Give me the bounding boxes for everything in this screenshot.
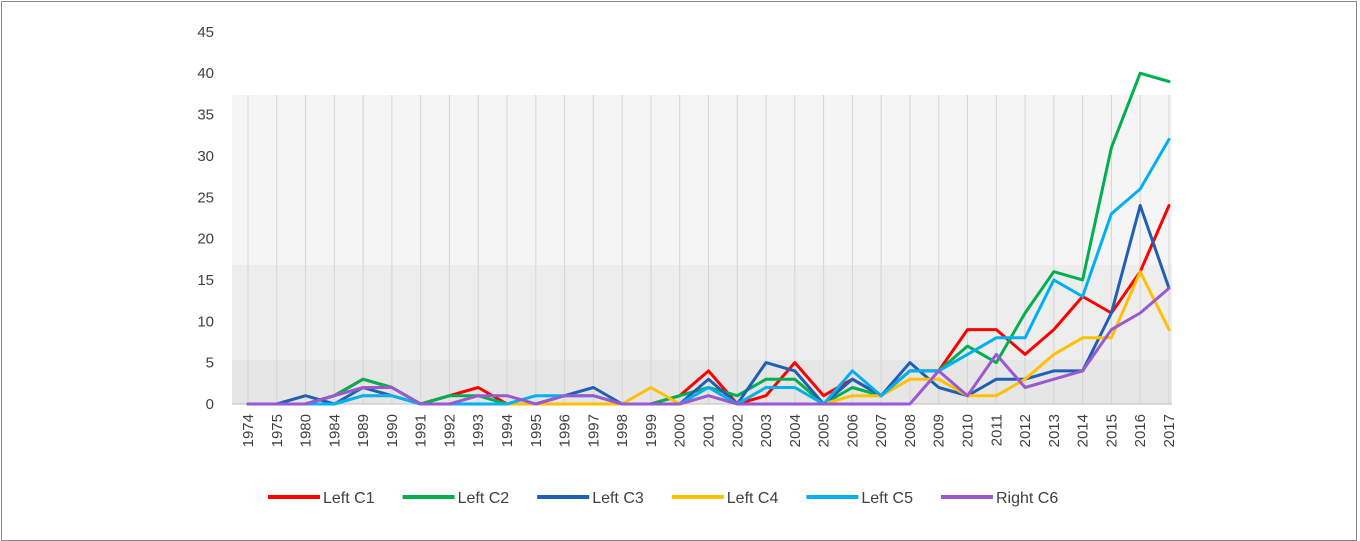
x-tick-label: 1998 [614, 414, 631, 447]
x-tick-label: 2015 [1103, 414, 1120, 447]
x-tick-label: 1991 [413, 414, 430, 447]
x-tick-label: 2004 [787, 414, 804, 447]
legend-label: Left C1 [323, 490, 375, 507]
x-tick-label: 2009 [931, 414, 948, 447]
x-tick-label: 2013 [1046, 414, 1063, 447]
series-line-left-c5 [246, 137, 1171, 406]
x-tick-label: 1980 [298, 414, 315, 447]
y-tick-label: 5 [206, 355, 214, 372]
x-tick-label: 2008 [902, 414, 919, 447]
x-tick-label: 2006 [844, 414, 861, 447]
legend-label: Left C2 [458, 490, 510, 507]
y-tick-label: 15 [197, 272, 214, 289]
x-tick-label: 1990 [384, 414, 401, 447]
line-chart: 0 5 10 15 20 25 30 35 40 45 1974 1975 1980 1984 1989 19… [197, 24, 1178, 507]
series-lines [246, 71, 1171, 406]
x-tick-label: 2012 [1017, 414, 1034, 447]
x-tick-label: 1994 [499, 414, 516, 447]
y-tick-label: 20 [197, 231, 214, 248]
x-tick-label: 2000 [672, 414, 689, 447]
x-tick-label: 2016 [1132, 414, 1149, 447]
x-tick-label: 1995 [528, 414, 545, 447]
x-tick-label: 1989 [355, 414, 372, 447]
legend-label: Left C5 [861, 490, 913, 507]
plot-band [232, 95, 1172, 265]
x-tick-label: 1996 [557, 414, 574, 447]
legend-label: Left C4 [727, 490, 779, 507]
x-tick-label: 2002 [729, 414, 746, 447]
x-tick-label: 2003 [758, 414, 775, 447]
x-tick-label: 1997 [585, 414, 602, 447]
y-tick-label: 30 [197, 148, 214, 165]
y-tick-label: 40 [197, 65, 214, 82]
plot-background [232, 95, 1172, 404]
x-tick-label: 1984 [326, 414, 343, 447]
y-tick-label: 0 [206, 396, 214, 413]
tick-labels: 0 5 10 15 20 25 30 35 40 45 1974 1975 1980 1984 1989 19… [197, 24, 1178, 448]
legend: Left C1 Left C2 Left C3 Left C4 Left C5 Right… [268, 490, 1058, 507]
x-tick-label: 1999 [643, 414, 660, 447]
x-tick-label: 1975 [269, 414, 286, 447]
y-tick-label: 25 [197, 189, 214, 206]
x-tick-label: 1992 [441, 414, 458, 447]
vertical-gridlines [247, 95, 1170, 404]
x-tick-label: 2001 [700, 414, 717, 447]
x-tick-label: 2011 [988, 414, 1005, 446]
y-tick-label: 10 [197, 313, 214, 330]
x-tick-label: 2007 [873, 414, 890, 447]
y-tick-label: 45 [197, 24, 214, 41]
legend-label: Right C6 [996, 490, 1058, 507]
x-tick-label: 2005 [816, 414, 833, 447]
series-line-right-c6 [246, 286, 1171, 406]
legend-label: Left C3 [592, 490, 644, 507]
x-tick-label: 2010 [960, 414, 977, 447]
plot-band [232, 265, 1172, 360]
x-tick-label: 1993 [470, 414, 487, 447]
x-tick-label: 2017 [1161, 414, 1178, 447]
x-tick-label: 1974 [240, 414, 257, 447]
y-tick-label: 35 [197, 107, 214, 124]
x-tick-label: 2014 [1075, 414, 1092, 447]
